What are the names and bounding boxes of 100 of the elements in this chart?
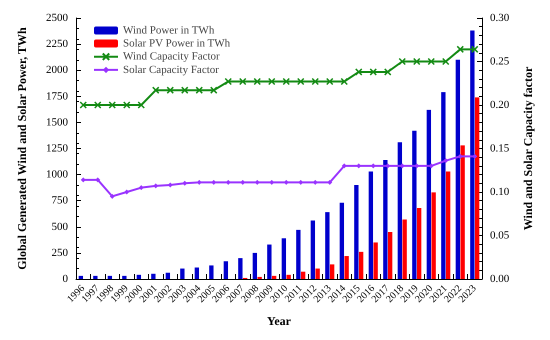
bar [296,230,301,279]
bar [122,276,127,279]
bar [446,171,450,279]
bar [412,130,417,279]
point [224,78,232,86]
y2-axis-title: Wind and Solar Capacity factor [521,66,535,230]
point [442,58,450,66]
bar [373,242,378,279]
point [471,46,478,54]
y-tick-label: 0 [62,273,68,285]
point [124,190,130,194]
point [108,101,116,109]
point [340,78,348,86]
point [110,194,115,199]
point [456,46,464,54]
bar [460,145,465,279]
bar [431,192,436,279]
y2-tick-label: 0.00 [490,273,510,285]
legend-label: Wind Power in TWh [123,24,215,36]
point [370,68,377,76]
point [355,68,362,76]
point [196,86,203,94]
point [123,101,130,109]
bar [470,30,475,279]
point [398,58,406,66]
bar [166,272,170,279]
bar [93,276,98,279]
legend-label: Wind Capacity Factor [123,50,220,63]
bar [325,212,330,279]
bar [267,244,272,279]
point [94,101,102,109]
point [297,78,304,86]
bar [388,232,392,279]
point [239,78,246,86]
bar [286,274,291,279]
bar [238,258,243,279]
y-tick-label: 500 [52,220,68,233]
y2-tick-label: 0.05 [490,230,510,242]
bar [108,276,112,279]
point [312,78,319,86]
y-tick-label: 750 [52,194,68,207]
bar [354,185,359,279]
point [268,78,276,86]
bar [272,276,276,279]
point [138,185,144,190]
y-tick-label: 250 [52,246,68,259]
bar [136,274,142,279]
point [428,58,435,66]
bar [300,272,306,279]
bar [252,252,258,279]
bar [180,268,185,279]
bar [426,110,432,279]
y-tick-label: 1750 [46,90,68,102]
bar [441,92,446,279]
y-tick-label: 2500 [46,12,68,24]
bar [402,219,407,279]
point [443,158,448,164]
point [80,101,87,109]
bar [282,238,286,279]
x-axis-title: Year [267,314,292,328]
bar [151,274,156,279]
y-tick-label: 1500 [46,116,68,128]
bar [340,202,344,279]
point [384,68,392,76]
legend-label: Solar Capacity Factor [123,64,220,76]
point [181,86,188,94]
bar [474,97,480,279]
y2-tick-label: 0.20 [490,99,510,111]
bar [209,265,214,279]
bar [315,268,320,279]
y-tick-label: 2000 [46,64,68,76]
bar [78,276,84,279]
point [168,182,173,188]
bar [194,268,200,279]
point [282,78,290,86]
point [138,101,145,109]
bar [456,60,460,279]
point [210,86,218,94]
bar [224,261,228,279]
y2-tick-label: 0.30 [490,12,510,24]
bar [398,142,402,279]
bar [330,264,334,279]
bar [358,252,364,279]
point [413,58,420,66]
point [254,78,261,86]
bar [310,220,316,279]
y2-tick-label: 0.15 [490,142,510,154]
bar [368,171,374,279]
y-tick-label: 1000 [46,168,68,181]
y-axis-title: Global Generated Wind and Solar Power, TWh [15,26,29,270]
y2-tick-label: 0.25 [490,56,510,68]
bar [416,208,422,279]
y2-tick-label: 0.10 [490,186,510,198]
bar [383,160,388,279]
point [326,78,334,86]
point [166,86,174,94]
y-tick-label: 1250 [46,142,68,154]
y-tick-label: 2250 [46,38,68,50]
point [152,86,160,94]
legend-label: Solar PV Power in TWh [123,38,231,50]
